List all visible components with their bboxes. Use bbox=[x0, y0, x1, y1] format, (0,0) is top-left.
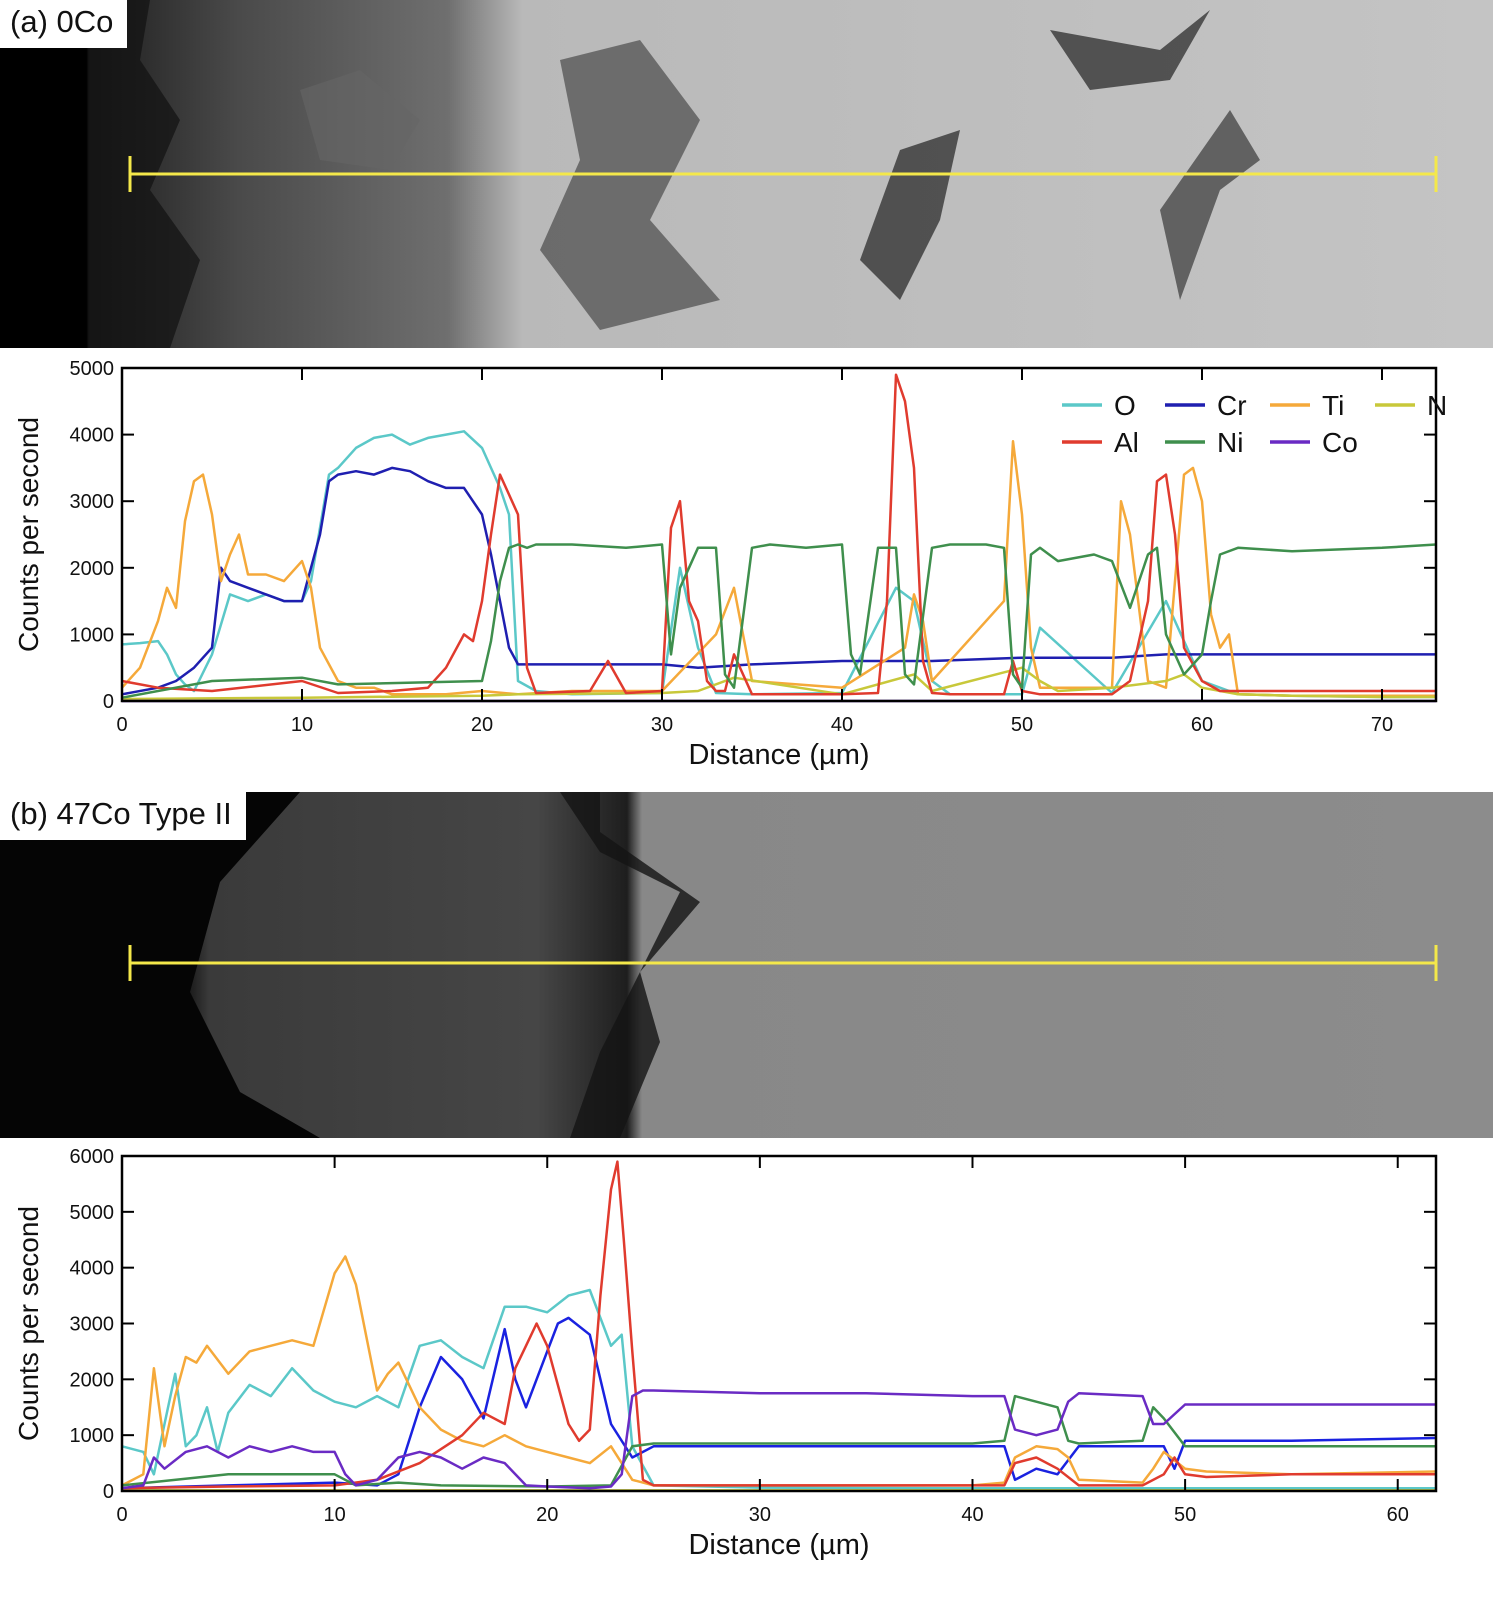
x-tick-label: 20 bbox=[536, 1504, 558, 1526]
series-line-ti bbox=[121, 440, 1436, 697]
legend-label: Co bbox=[1322, 427, 1358, 458]
line-chart-b: 0 10 20 30 40 50 60 0 1000 2000 3000 4000 5000 6000 Di… bbox=[13, 1146, 1438, 1561]
micrograph-b-image bbox=[0, 792, 1493, 1138]
legend-entry-ni: Ni bbox=[1165, 427, 1243, 458]
line-chart-a: 0 10 20 30 40 50 60 70 0 1000 2000 3000 4000 5000 Dist… bbox=[13, 358, 1447, 771]
legend-entry-co: Co bbox=[1270, 427, 1358, 458]
y-tick-label: 3000 bbox=[70, 491, 115, 513]
series-line-cr bbox=[121, 466, 1436, 696]
panel-label-a: (a) 0Co bbox=[0, 0, 128, 48]
legend-entry-o: O bbox=[1062, 390, 1136, 421]
y-axis-label: Counts per second bbox=[13, 417, 44, 652]
legend-entry-ti: Ti bbox=[1270, 390, 1344, 421]
x-tick-label: 40 bbox=[831, 714, 853, 736]
y-tick-label: 1000 bbox=[70, 624, 115, 646]
x-tick-label: 0 bbox=[116, 714, 127, 736]
y-tick-label: 5000 bbox=[70, 358, 115, 380]
series-line-ni bbox=[121, 543, 1437, 699]
panel-label-b: (b) 47Co Type II bbox=[0, 792, 246, 840]
y-tick-label: 5000 bbox=[70, 1202, 115, 1224]
x-tick-label: 20 bbox=[471, 714, 493, 736]
y-tick-label: 0 bbox=[103, 1481, 114, 1503]
legend-entry-al: Al bbox=[1062, 427, 1139, 458]
series-line-al bbox=[121, 373, 1436, 696]
y-tick-label: 4000 bbox=[70, 425, 115, 447]
y-tick-label: 4000 bbox=[70, 1258, 115, 1280]
x-tick-label: 30 bbox=[651, 714, 673, 736]
y-axis-label: Counts per second bbox=[13, 1206, 44, 1441]
x-tick-label: 30 bbox=[749, 1504, 771, 1526]
y-tick-label: 2000 bbox=[70, 1369, 115, 1391]
legend-entry-cr: Cr bbox=[1165, 390, 1247, 421]
legend-label: O bbox=[1114, 390, 1136, 421]
series-line-al bbox=[121, 1160, 1436, 1490]
x-tick-label: 50 bbox=[1011, 714, 1033, 736]
legend-label: Cr bbox=[1217, 390, 1247, 421]
micrograph-a-image bbox=[0, 0, 1493, 348]
micrograph-a: (a) 0Co bbox=[0, 0, 1493, 348]
legend-label: Ti bbox=[1322, 390, 1344, 421]
x-tick-label: 50 bbox=[1174, 1504, 1196, 1526]
x-tick-label: 0 bbox=[116, 1504, 127, 1526]
legend-label: Ni bbox=[1217, 427, 1243, 458]
y-tick-label: 6000 bbox=[70, 1146, 115, 1168]
x-tick-label: 10 bbox=[323, 1504, 345, 1526]
legend-entry-n: N bbox=[1375, 390, 1447, 421]
legend-label: Al bbox=[1114, 427, 1139, 458]
legend-label: N bbox=[1427, 390, 1447, 421]
series-line-o bbox=[121, 430, 1436, 699]
series-line-o bbox=[121, 1288, 1436, 1490]
y-tick-label: 3000 bbox=[70, 1314, 115, 1336]
x-axis-label: Distance (µm) bbox=[688, 1529, 869, 1561]
series-line-co bbox=[121, 1389, 1436, 1490]
x-tick-label: 70 bbox=[1371, 714, 1393, 736]
y-tick-label: 2000 bbox=[70, 558, 115, 580]
series-line-ni bbox=[121, 1394, 1436, 1488]
x-axis-label: Distance (µm) bbox=[688, 739, 869, 771]
x-tick-label: 40 bbox=[961, 1504, 983, 1526]
y-tick-label: 1000 bbox=[70, 1425, 115, 1447]
plot-frame bbox=[120, 366, 1438, 703]
micrograph-b: (b) 47Co Type II bbox=[0, 792, 1493, 1138]
x-tick-label: 60 bbox=[1191, 714, 1213, 736]
x-tick-label: 10 bbox=[291, 714, 313, 736]
x-tick-label: 60 bbox=[1387, 1504, 1409, 1526]
series-line-cr bbox=[121, 1316, 1437, 1490]
series-line-ti bbox=[121, 1255, 1437, 1487]
y-tick-label: 0 bbox=[103, 691, 114, 713]
